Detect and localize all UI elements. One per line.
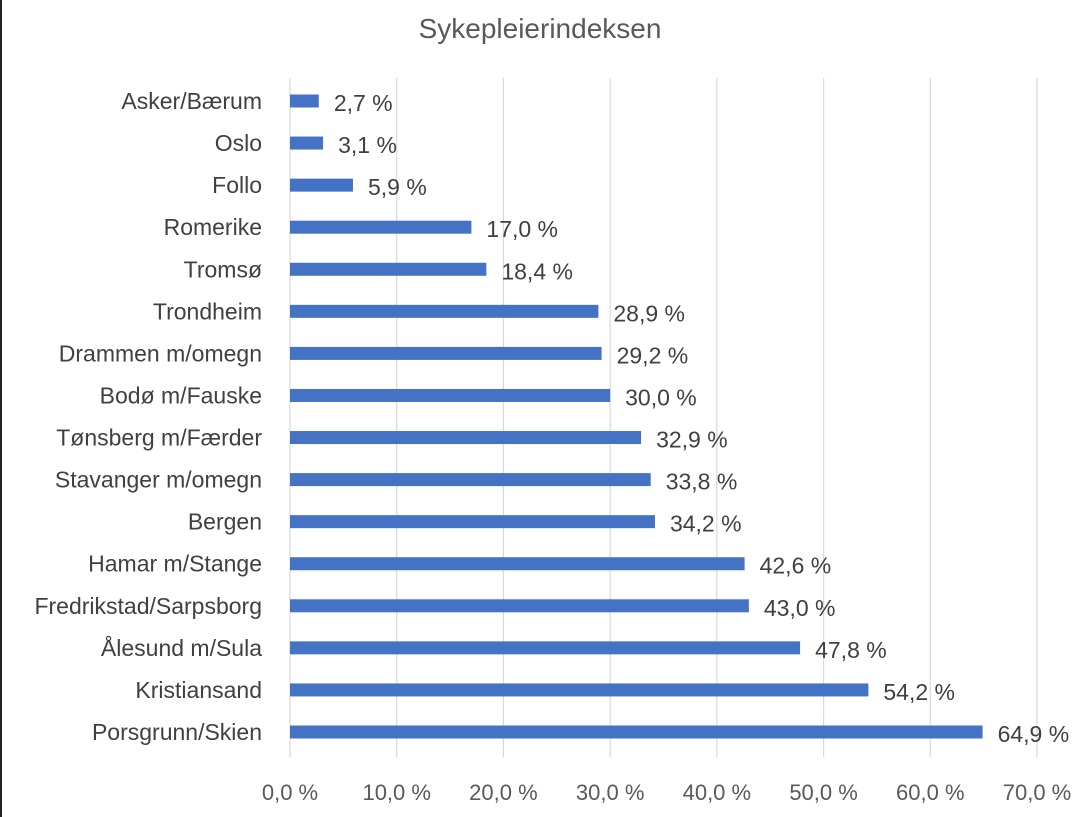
x-tick-label: 50,0 % xyxy=(789,780,858,805)
category-label: Follo xyxy=(212,172,262,198)
bar xyxy=(290,304,599,318)
bar xyxy=(290,641,801,655)
bar xyxy=(290,725,983,739)
data-label: 29,2 % xyxy=(617,342,689,368)
bar xyxy=(290,683,869,697)
data-label: 43,0 % xyxy=(764,595,836,621)
category-label: Bodø m/Fauske xyxy=(100,382,262,408)
x-tick-label: 10,0 % xyxy=(362,780,431,805)
category-label: Ålesund m/Sula xyxy=(101,634,262,661)
data-label: 42,6 % xyxy=(760,553,832,579)
x-tick-label: 60,0 % xyxy=(896,780,965,805)
data-label: 5,9 % xyxy=(368,174,427,200)
data-label: 47,8 % xyxy=(815,637,887,663)
category-labels: Asker/Bærum Oslo Follo Romerike Tromsø Trondh… xyxy=(34,88,262,745)
chart-title: Sykepleierindeksen xyxy=(419,13,662,44)
bar xyxy=(290,220,472,234)
x-tick-label: 70,0 % xyxy=(1003,780,1072,805)
data-label: 64,9 % xyxy=(998,721,1070,747)
x-tick-label: 20,0 % xyxy=(469,780,538,805)
bar xyxy=(290,431,642,445)
x-tick-label: 40,0 % xyxy=(683,780,752,805)
bar xyxy=(290,599,749,613)
category-label: Romerike xyxy=(164,214,262,240)
bar xyxy=(290,473,651,487)
category-label: Tønsberg m/Færder xyxy=(56,425,262,451)
bar xyxy=(290,136,324,150)
x-axis-tick-labels: 0,0 % 10,0 % 20,0 % 30,0 % 40,0 % 50,0 % 60,0 … xyxy=(262,780,1071,805)
category-label: Hamar m/Stange xyxy=(88,551,262,577)
category-label: Kristiansand xyxy=(135,677,262,703)
category-label: Stavanger m/omegn xyxy=(55,467,262,493)
data-label: 17,0 % xyxy=(486,216,558,242)
data-label: 32,9 % xyxy=(656,427,728,453)
category-label: Porsgrunn/Skien xyxy=(92,719,262,745)
bar xyxy=(290,94,319,108)
data-label: 54,2 % xyxy=(883,679,955,705)
data-label: 30,0 % xyxy=(625,384,697,410)
bars xyxy=(290,94,983,739)
bar xyxy=(290,346,602,360)
bar xyxy=(290,388,611,402)
data-label: 18,4 % xyxy=(501,258,573,284)
category-label: Drammen m/omegn xyxy=(59,340,262,366)
bar xyxy=(290,515,655,529)
data-labels: 2,7 % 3,1 % 5,9 % 17,0 % 18,4 % 28,9 % 29,2 % 3… xyxy=(334,90,1069,747)
category-label: Oslo xyxy=(215,130,262,156)
category-label: Tromsø xyxy=(184,256,262,282)
data-label: 28,9 % xyxy=(613,300,685,326)
x-tick-label: 0,0 % xyxy=(262,780,318,805)
data-label: 34,2 % xyxy=(670,511,742,537)
category-label: Fredrikstad/Sarpsborg xyxy=(34,593,262,619)
frame-left-edge xyxy=(0,0,2,817)
data-label: 33,8 % xyxy=(666,469,738,495)
bar xyxy=(290,557,745,571)
category-label: Bergen xyxy=(188,509,262,535)
bar xyxy=(290,178,353,192)
data-label: 2,7 % xyxy=(334,90,393,116)
data-label: 3,1 % xyxy=(338,132,397,158)
category-label: Asker/Bærum xyxy=(121,88,262,114)
bar xyxy=(290,262,487,276)
x-tick-label: 30,0 % xyxy=(576,780,645,805)
category-label: Trondheim xyxy=(153,298,262,324)
